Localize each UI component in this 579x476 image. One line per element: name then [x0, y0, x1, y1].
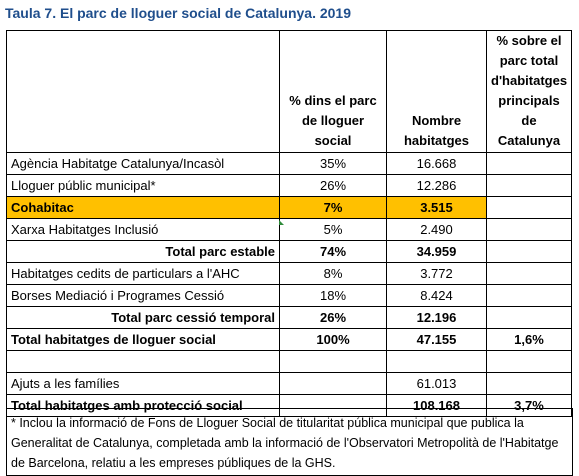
data-table: % dins el parc de lloguer social Nombre … [6, 30, 572, 417]
table-row: Xarxa Habitatges Inclusió 5% 2.490 [6, 218, 572, 241]
row-pct-total [486, 218, 572, 241]
row-pct-total [486, 240, 572, 263]
row-num: 34.959 [386, 240, 487, 263]
row-pct: 26% [279, 174, 387, 197]
row-num: 61.013 [386, 372, 487, 395]
row-pct-total [486, 284, 572, 307]
row-pct [279, 372, 387, 395]
row-label: Xarxa Habitatges Inclusió [6, 218, 280, 241]
table-row: Agència Habitatge Catalunya/Incasòl 35% … [6, 152, 572, 175]
row-pct-total [486, 174, 572, 197]
row-pct: 35% [279, 152, 387, 175]
row-num: 16.668 [386, 152, 487, 175]
row-label: Ajuts a les famílies [6, 372, 280, 395]
row-label: Cohabitac [6, 196, 280, 219]
row-num: 2.490 [386, 218, 487, 241]
table-row-highlighted: Cohabitac 7% 3.515 [6, 196, 572, 219]
header-row: % dins el parc de lloguer social Nombre … [6, 30, 572, 153]
table-title: Taula 7. El parc de lloguer social de Ca… [5, 5, 351, 21]
row-pct-total [486, 196, 572, 219]
row-pct: 7% [279, 196, 387, 219]
table-row-empty [6, 350, 572, 373]
row-label: Agència Habitatge Catalunya/Incasòl [6, 152, 280, 175]
comment-indicator-icon [279, 220, 284, 225]
row-pct-total [486, 372, 572, 395]
row-num: 3.772 [386, 262, 487, 285]
row-num: 12.286 [386, 174, 487, 197]
row-pct-total [486, 350, 572, 373]
footnote: * Inclou la informació de Fons de Llogue… [6, 408, 573, 476]
row-label: Total parc estable [6, 240, 280, 263]
table-row-subtotal: Total parc cessió temporal 26% 12.196 [6, 306, 572, 329]
row-label [6, 350, 280, 373]
row-label: Lloguer públic municipal* [6, 174, 280, 197]
row-num: 12.196 [386, 306, 487, 329]
table-row: Habitatges cedits de particulars a l'AHC… [6, 262, 572, 285]
row-label: Total parc cessió temporal [6, 306, 280, 329]
table-row-total: Total habitatges de lloguer social 100% … [6, 328, 572, 351]
table-row-subtotal: Total parc estable 74% 34.959 [6, 240, 572, 263]
row-pct: 74% [279, 240, 387, 263]
row-pct [279, 350, 387, 373]
header-label [6, 30, 280, 153]
row-pct-total [486, 152, 572, 175]
row-pct: 18% [279, 284, 387, 307]
header-nombre: Nombre habitatges [386, 30, 487, 153]
table-row: Borses Mediació i Programes Cessió 18% 8… [6, 284, 572, 307]
row-label: Total habitatges de lloguer social [6, 328, 280, 351]
row-num: 8.424 [386, 284, 487, 307]
row-pct: 5% [279, 218, 387, 241]
row-label: Habitatges cedits de particulars a l'AHC [6, 262, 280, 285]
row-pct-total [486, 262, 572, 285]
row-label: Borses Mediació i Programes Cessió [6, 284, 280, 307]
row-pct: 8% [279, 262, 387, 285]
table-row: Lloguer públic municipal* 26% 12.286 [6, 174, 572, 197]
row-pct: 26% [279, 306, 387, 329]
row-num: 47.155 [386, 328, 487, 351]
header-pct-total: % sobre el parc total d'habitatges princ… [486, 30, 572, 153]
row-pct-total [486, 306, 572, 329]
header-pct-social: % dins el parc de lloguer social [279, 30, 387, 153]
row-num: 3.515 [386, 196, 487, 219]
table-row: Ajuts a les famílies 61.013 [6, 372, 572, 395]
row-pct-total: 1,6% [486, 328, 572, 351]
row-pct: 100% [279, 328, 387, 351]
row-num [386, 350, 487, 373]
